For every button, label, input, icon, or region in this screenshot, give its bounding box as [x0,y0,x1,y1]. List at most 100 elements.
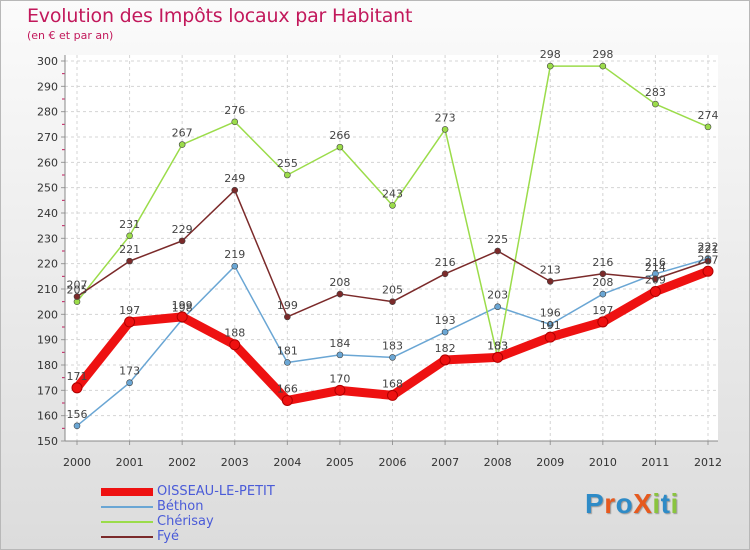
chart-title: Evolution des Impôts locaux par Habitant [27,5,413,27]
data-point [126,379,133,387]
data-point [229,339,241,351]
data-label: 196 [540,306,561,319]
y-tick-label: 280 [37,106,58,119]
data-point [284,313,291,321]
y-tick-label: 160 [37,410,58,423]
data-label: 183 [487,339,508,352]
data-label: 283 [645,86,666,99]
y-tick-label: 290 [37,80,58,93]
data-label: 183 [487,339,508,352]
data-label: 205 [382,284,403,297]
data-point [231,186,239,194]
data-label: 213 [540,263,561,276]
data-label: 267 [172,127,193,140]
y-tick-label: 240 [37,207,58,220]
data-point [126,257,133,265]
y-tick-label: 220 [37,258,58,271]
data-label: 221 [698,243,719,256]
x-tick-label: 2006 [379,456,407,469]
data-label: 207 [67,279,88,292]
data-point [546,62,554,70]
data-point [284,359,291,366]
data-label: 216 [435,256,456,269]
data-label: 171 [67,370,88,383]
data-label: 166 [277,382,298,395]
data-label: 198 [172,301,193,314]
y-tick-label: 300 [37,55,58,68]
x-tick-label: 2012 [694,456,722,469]
data-point [599,270,607,278]
data-point [178,237,186,245]
data-point [334,384,346,396]
y-tick-label: 190 [37,334,58,347]
data-label: 170 [329,372,350,385]
legend-swatch-cherisay [101,521,153,523]
y-tick-label: 180 [37,359,58,372]
data-label: 298 [540,48,561,61]
data-label: 203 [487,289,508,302]
logo-letter: X [633,488,653,519]
data-point [546,278,554,285]
data-label: 243 [382,187,403,200]
data-point [544,331,556,343]
data-point [652,275,659,283]
legend-swatch-bethon [101,506,153,508]
data-point [71,382,83,394]
x-tick-label: 2002 [168,456,196,469]
data-point [492,351,504,363]
x-tick-label: 2009 [536,456,564,469]
data-point [704,123,712,131]
data-point [73,422,81,430]
data-point [126,232,133,240]
data-label: 193 [435,314,456,327]
data-label: 221 [119,243,140,256]
data-label: 183 [382,339,403,352]
data-label: 208 [329,276,350,289]
data-point [73,293,81,300]
data-label: 181 [277,344,298,357]
data-label: 197 [119,304,140,317]
data-label: 219 [224,248,245,261]
logo-letter: P [585,488,605,519]
data-point [441,270,449,278]
x-tick-label: 2004 [273,456,301,469]
data-point [702,265,714,277]
data-point [281,394,293,406]
data-label: 222 [698,241,719,254]
logo-letter: o [615,488,634,519]
data-point [439,354,451,366]
data-label: 209 [645,274,666,287]
y-tick-label: 170 [37,384,58,397]
data-point [599,62,607,70]
logo-letter: r [604,488,616,519]
x-tick-label: 2010 [589,456,617,469]
chart-subtitle: (en € et par an) [27,29,114,42]
legend-label-fye: Fyé [157,529,179,544]
legend-label-bethon: Béthon [157,499,204,514]
y-tick-label: 270 [37,131,58,144]
x-tick-label: 2003 [221,456,249,469]
proxiti-logo: ProXiti [585,488,679,520]
legend-label-cherisay: Chérisay [157,514,214,529]
data-point [336,290,344,298]
data-label: 188 [224,327,245,340]
data-point [284,171,291,179]
data-point [441,328,449,336]
data-point [599,290,607,298]
data-label: 298 [592,48,613,61]
y-tick-label: 200 [37,308,58,321]
data-label: 266 [329,129,350,142]
data-label: 214 [645,261,666,274]
data-point [176,311,188,323]
data-point [494,303,501,311]
data-label: 217 [698,253,719,266]
data-point [124,316,136,328]
data-label: 274 [698,109,719,122]
y-tick-label: 250 [37,182,58,195]
logo-letter: t [660,488,671,519]
data-point [441,126,449,133]
data-label: 231 [119,218,140,231]
data-label: 216 [645,256,666,269]
data-point [387,389,398,401]
